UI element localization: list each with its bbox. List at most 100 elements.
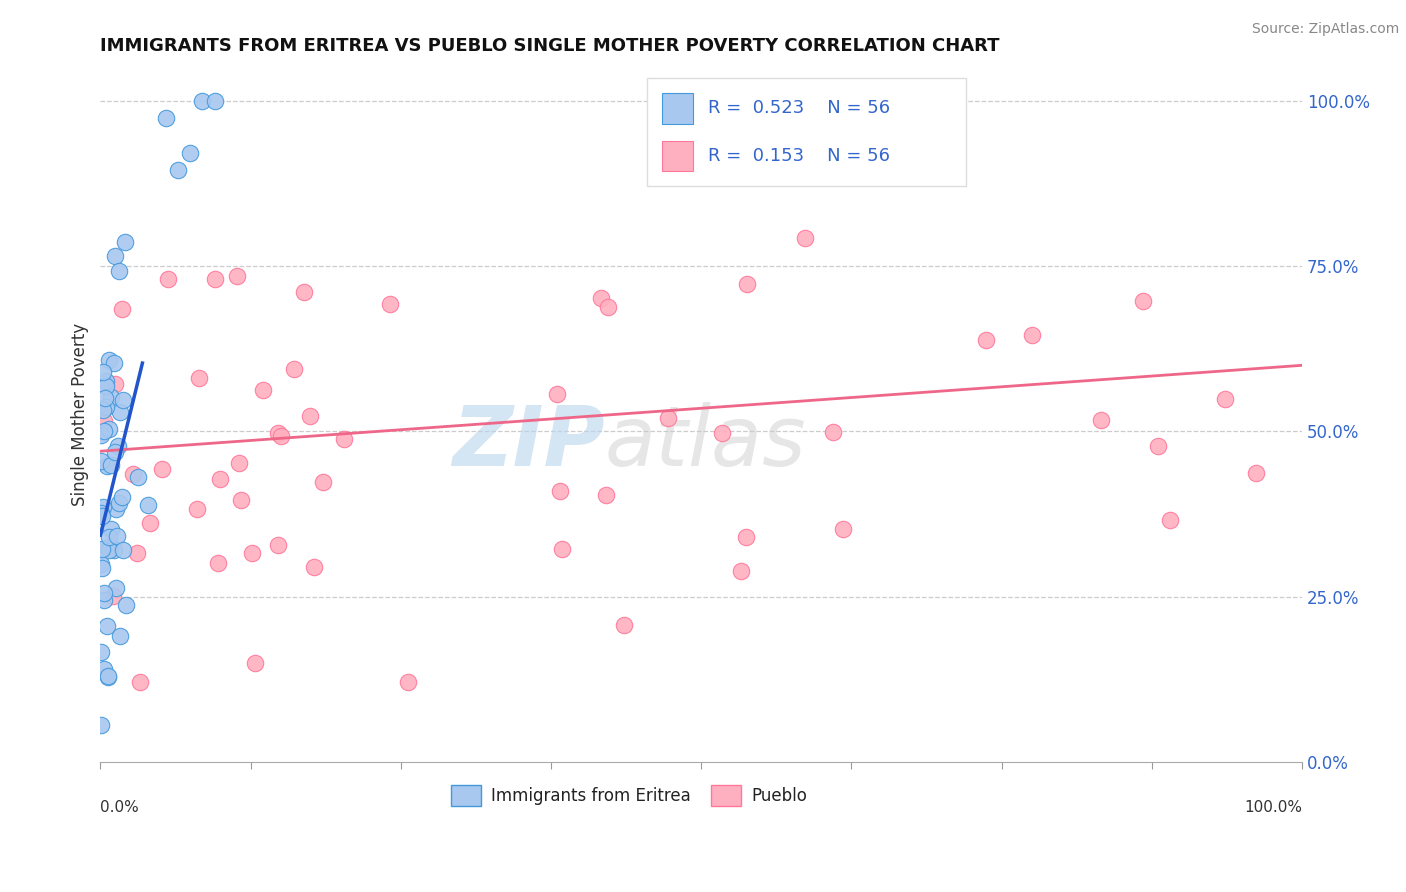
Point bbox=[240, 545, 263, 559]
Point bbox=[155, 111, 177, 125]
Point bbox=[94, 401, 117, 415]
Point bbox=[138, 498, 160, 512]
Point bbox=[93, 593, 115, 607]
Point bbox=[292, 285, 315, 299]
Point bbox=[208, 472, 231, 486]
Point bbox=[111, 393, 134, 408]
Point bbox=[270, 429, 292, 443]
Point bbox=[97, 353, 120, 368]
Text: R =  0.523    N = 56: R = 0.523 N = 56 bbox=[707, 100, 890, 118]
Point bbox=[252, 383, 274, 397]
Point bbox=[1159, 512, 1181, 526]
Point bbox=[139, 516, 162, 530]
Point bbox=[735, 277, 758, 292]
Point bbox=[283, 361, 305, 376]
Point bbox=[734, 530, 756, 544]
FancyBboxPatch shape bbox=[647, 78, 966, 186]
Point bbox=[90, 427, 112, 442]
Point bbox=[204, 94, 226, 108]
Y-axis label: Single Mother Poverty: Single Mother Poverty bbox=[72, 323, 89, 507]
Point bbox=[108, 629, 131, 643]
Point bbox=[128, 675, 150, 690]
Point bbox=[90, 508, 112, 523]
Point bbox=[105, 501, 128, 516]
Point bbox=[93, 586, 115, 600]
Point bbox=[150, 462, 173, 476]
Point bbox=[730, 564, 752, 578]
Point bbox=[657, 410, 679, 425]
Point bbox=[191, 94, 214, 108]
Point bbox=[93, 662, 115, 676]
Bar bbox=[662, 141, 693, 171]
Point bbox=[207, 556, 229, 570]
Text: atlas: atlas bbox=[605, 402, 807, 483]
Text: 100.0%: 100.0% bbox=[1244, 800, 1302, 815]
Text: R =  0.153    N = 56: R = 0.153 N = 56 bbox=[707, 147, 890, 165]
Point bbox=[711, 425, 734, 440]
Point bbox=[114, 235, 136, 250]
Point bbox=[187, 371, 209, 385]
Point bbox=[793, 231, 815, 245]
Point bbox=[96, 375, 118, 389]
Point bbox=[93, 414, 115, 428]
Point bbox=[613, 617, 636, 632]
Point bbox=[98, 540, 121, 554]
Point bbox=[267, 538, 290, 552]
Point bbox=[312, 475, 335, 490]
Point bbox=[108, 496, 131, 510]
Point bbox=[96, 458, 118, 473]
Point bbox=[127, 470, 149, 484]
Point bbox=[104, 445, 127, 459]
Point bbox=[96, 619, 118, 633]
Point bbox=[974, 333, 997, 347]
Point bbox=[97, 669, 120, 683]
Point bbox=[228, 456, 250, 470]
Point bbox=[550, 541, 572, 556]
Point bbox=[186, 502, 208, 516]
Point bbox=[266, 426, 288, 441]
Point bbox=[91, 500, 114, 514]
Point bbox=[91, 402, 114, 417]
Point bbox=[299, 409, 322, 423]
Point bbox=[398, 675, 420, 690]
Point bbox=[98, 530, 121, 544]
Point bbox=[378, 297, 401, 311]
Point bbox=[831, 522, 853, 536]
Text: IMMIGRANTS FROM ERITREA VS PUEBLO SINGLE MOTHER POVERTY CORRELATION CHART: IMMIGRANTS FROM ERITREA VS PUEBLO SINGLE… bbox=[100, 37, 1000, 55]
Point bbox=[103, 543, 125, 558]
Point bbox=[104, 249, 127, 263]
Text: Source: ZipAtlas.com: Source: ZipAtlas.com bbox=[1251, 22, 1399, 37]
Point bbox=[100, 458, 122, 472]
Point bbox=[107, 439, 129, 453]
Point bbox=[90, 506, 112, 520]
Bar bbox=[662, 94, 693, 123]
Point bbox=[90, 645, 112, 659]
Point bbox=[821, 425, 844, 440]
Point bbox=[105, 581, 128, 595]
Point bbox=[90, 557, 112, 571]
Point bbox=[157, 272, 180, 286]
Point bbox=[100, 390, 122, 404]
Point bbox=[125, 546, 148, 560]
Point bbox=[1244, 466, 1267, 480]
Point bbox=[108, 264, 131, 278]
Point bbox=[595, 488, 617, 502]
Point bbox=[91, 365, 114, 379]
Point bbox=[91, 542, 114, 557]
Legend: Immigrants from Eritrea, Pueblo: Immigrants from Eritrea, Pueblo bbox=[444, 779, 814, 813]
Point bbox=[226, 269, 249, 284]
Point bbox=[548, 483, 571, 498]
Text: 0.0%: 0.0% bbox=[100, 800, 139, 815]
Point bbox=[1132, 294, 1154, 309]
Point bbox=[111, 490, 134, 504]
Point bbox=[167, 162, 190, 177]
Point bbox=[90, 561, 112, 575]
Point bbox=[98, 422, 121, 436]
Point bbox=[1090, 413, 1112, 427]
Point bbox=[100, 540, 122, 554]
Point bbox=[546, 387, 568, 401]
Point bbox=[596, 300, 619, 314]
Point bbox=[121, 467, 143, 481]
Point bbox=[204, 272, 226, 286]
Point bbox=[90, 718, 112, 732]
